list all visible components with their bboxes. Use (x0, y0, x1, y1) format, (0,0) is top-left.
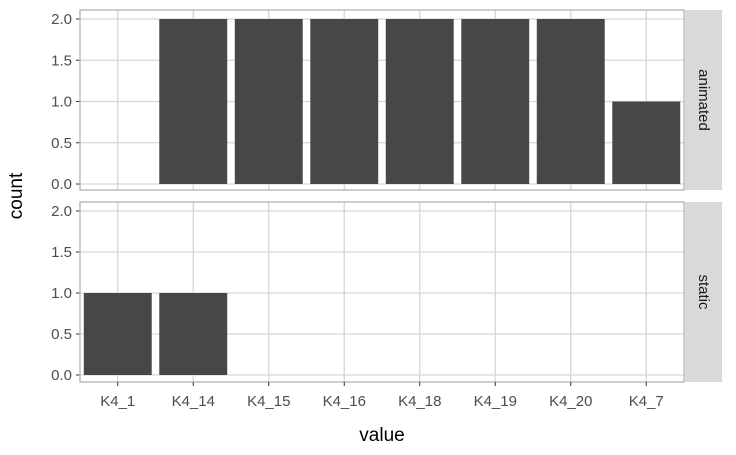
y-tick-label: 1.5 (51, 244, 72, 261)
y-tick-label: 2.0 (51, 11, 72, 28)
x-tick-label: K4_15 (247, 393, 290, 410)
panel-border (79, 9, 685, 191)
facet-strip-label: animated (695, 69, 712, 131)
y-tick-label: 1.5 (51, 52, 72, 69)
y-tick-label: 2.0 (51, 203, 72, 220)
x-tick-label: K4_16 (323, 393, 366, 410)
bar-animated-K4_19 (461, 19, 530, 184)
bar-animated-K4_16 (310, 19, 379, 184)
bar-animated-K4_7 (612, 101, 681, 184)
y-tick-label: 0.0 (51, 367, 72, 384)
y-tick-label: 0.5 (51, 326, 72, 343)
bar-animated-K4_14 (159, 19, 228, 184)
y-tick-label: 0.5 (51, 135, 72, 152)
bar-static-K4_14 (159, 293, 228, 375)
y-tick-label: 1.0 (51, 94, 72, 111)
facet-strip (685, 10, 722, 190)
x-tick-label: K4_14 (172, 393, 215, 410)
facet-strip (685, 202, 722, 382)
panel-animated: 0.0 0.5 1.0 1.5 2.0 animated (51, 9, 722, 193)
x-tick-label: K4_1 (100, 393, 135, 410)
panel-static: 0.0 0.5 1.0 1.5 2.0 static (51, 201, 722, 384)
y-tick-label: 1.0 (51, 285, 72, 302)
bar-static-K4_1 (83, 293, 152, 375)
bar-animated-K4_18 (385, 19, 454, 184)
x-tick-label: K4_19 (474, 393, 517, 410)
y-axis-title: count (6, 172, 27, 219)
x-tick-label: K4_18 (398, 393, 441, 410)
bar-animated-K4_15 (234, 19, 303, 184)
x-axis-title: value (359, 425, 404, 446)
x-tick-label: K4_7 (629, 393, 664, 410)
facet-strip-label: static (695, 274, 712, 310)
panel-border (79, 201, 685, 383)
bar-animated-K4_20 (536, 19, 605, 184)
y-tick-label: 0.0 (51, 176, 72, 193)
x-tick-label: K4_20 (549, 393, 592, 410)
